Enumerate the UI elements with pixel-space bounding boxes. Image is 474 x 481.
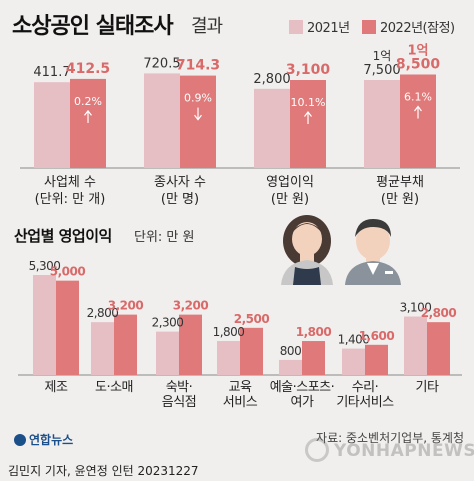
category-label: 예술·스포츠· xyxy=(270,380,335,395)
bar-2021 xyxy=(34,82,70,168)
value-label-2022: 3,200 xyxy=(108,299,144,313)
value-label-2021: 411.7 xyxy=(33,65,70,80)
value-label-2022: 3,100 xyxy=(286,62,331,78)
value-label-2022: 8,500 xyxy=(396,57,441,73)
category-label: 교육 xyxy=(229,380,252,395)
bar-2021 xyxy=(33,275,56,375)
bar-2021 xyxy=(156,331,179,375)
legend-label-2021: 2021년 xyxy=(307,21,350,36)
industry-chart-title: 산업별 영업이익 xyxy=(14,227,112,245)
value-label-2021: 7,500 xyxy=(363,63,400,78)
category-label: 음식점 xyxy=(162,395,196,410)
category-unit-label: (만 원) xyxy=(271,192,309,207)
legend-item-2022: 2022년(잠정) xyxy=(362,17,455,36)
value-prefix-2021: 1억 xyxy=(373,49,392,63)
bar-2022 xyxy=(400,74,436,168)
yonhap-logo-icon xyxy=(14,433,26,446)
page-title: 소상공인 실태조사 xyxy=(12,14,174,39)
value-label-2021: 2,800 xyxy=(253,72,290,87)
value-label-2021: 720.5 xyxy=(143,56,180,71)
change-percent: 0.9% xyxy=(184,92,212,105)
arrow-up-icon xyxy=(304,111,312,124)
value-label-2021: 2,300 xyxy=(152,316,184,330)
yonhap-logo: 연합뉴스 xyxy=(14,431,73,448)
value-label-2021: 3,100 xyxy=(400,301,432,315)
change-percent: 10.1% xyxy=(291,96,326,109)
industry-bar-chart: 5,3005,000제조2,8003,200도·소매2,3003,200숙박·음… xyxy=(18,259,462,410)
bar-2022 xyxy=(302,341,325,375)
bar-2021 xyxy=(144,73,180,168)
bar-2022 xyxy=(240,327,263,375)
category-label: 여가 xyxy=(291,395,314,410)
legend-item-2021: 2021년 xyxy=(289,17,350,36)
page-subtitle: 결과 xyxy=(191,16,223,37)
category-unit-label: (만 명) xyxy=(161,192,199,207)
industry-chart-unit: 단위: 만 원 xyxy=(134,230,195,245)
bar-2022 xyxy=(365,344,388,375)
arrow-head xyxy=(304,111,312,117)
bar-2021 xyxy=(254,88,290,168)
source-note: 자료: 중소벤처기업부, 통계청 xyxy=(316,431,464,445)
bar-2022 xyxy=(179,314,202,375)
bar-2022 xyxy=(56,280,79,375)
bar-2021 xyxy=(364,80,400,168)
change-percent: 0.2% xyxy=(74,95,102,108)
category-label: 서비스 xyxy=(223,395,258,410)
arrow-head xyxy=(414,105,422,112)
bar-2021 xyxy=(279,359,302,375)
bar-2022 xyxy=(180,75,216,168)
watermark: YONHAPNEWS xyxy=(334,441,474,461)
two-people-shop-owners-icon xyxy=(281,215,401,285)
value-prefix-2022: 1억 xyxy=(407,44,428,59)
legend-swatch-2022 xyxy=(362,19,376,34)
category-label: 평균부채 xyxy=(376,175,424,190)
value-label-2022: 5,000 xyxy=(50,265,86,279)
category-label: 도·소매 xyxy=(95,380,133,395)
category-label: 영업이익 xyxy=(266,175,314,190)
value-label-2021: 1,400 xyxy=(338,333,370,347)
watermark-logo-icon xyxy=(305,438,329,462)
value-label-2022: 714.3 xyxy=(176,58,220,74)
arrow-head xyxy=(84,109,92,116)
change-percent: 6.1% xyxy=(404,91,432,104)
value-label-2022: 412.5 xyxy=(66,61,110,77)
arrow-head xyxy=(194,114,202,121)
bar-2021 xyxy=(91,322,114,375)
category-unit-label: (만 원) xyxy=(381,192,419,207)
value-label-2022: 2,800 xyxy=(421,306,457,320)
value-label-2022: 3,200 xyxy=(173,299,209,313)
value-label-2021: 2,800 xyxy=(87,306,119,320)
credit-line: 김민지 기자, 윤연정 인턴 20231227 xyxy=(8,464,199,478)
value-label-2021: 800 xyxy=(280,344,301,358)
value-label-2022: 2,500 xyxy=(234,312,270,326)
arrow-up-icon xyxy=(414,105,422,119)
category-unit-label: (단위: 만 개) xyxy=(35,192,106,207)
category-label: 기타서비스 xyxy=(336,395,394,410)
category-label: 종사자 수 xyxy=(154,175,206,190)
value-label-2022: 1,800 xyxy=(296,325,332,339)
bar-2021 xyxy=(404,316,427,375)
arrow-up-icon xyxy=(84,109,92,123)
category-label: 수리· xyxy=(352,380,379,395)
category-label: 숙박· xyxy=(166,380,193,395)
value-label-2021: 5,300 xyxy=(29,259,61,273)
bar-2022 xyxy=(70,78,106,168)
bar-2021 xyxy=(342,348,365,375)
category-label: 사업체 수 xyxy=(44,175,96,190)
bar-2021 xyxy=(217,341,240,375)
legend-label-2022: 2022년(잠정) xyxy=(380,21,455,36)
arrow-down-icon xyxy=(194,107,202,121)
value-label-2021: 1,800 xyxy=(213,325,245,339)
legend-swatch-2021 xyxy=(289,19,303,34)
bar-2022 xyxy=(427,322,450,375)
category-label: 제조 xyxy=(45,380,68,395)
logo-text: 연합뉴스 xyxy=(29,433,74,447)
bar-2022 xyxy=(114,314,137,375)
value-label-2022: 1,600 xyxy=(359,329,395,343)
category-label: 기타 xyxy=(416,380,439,395)
